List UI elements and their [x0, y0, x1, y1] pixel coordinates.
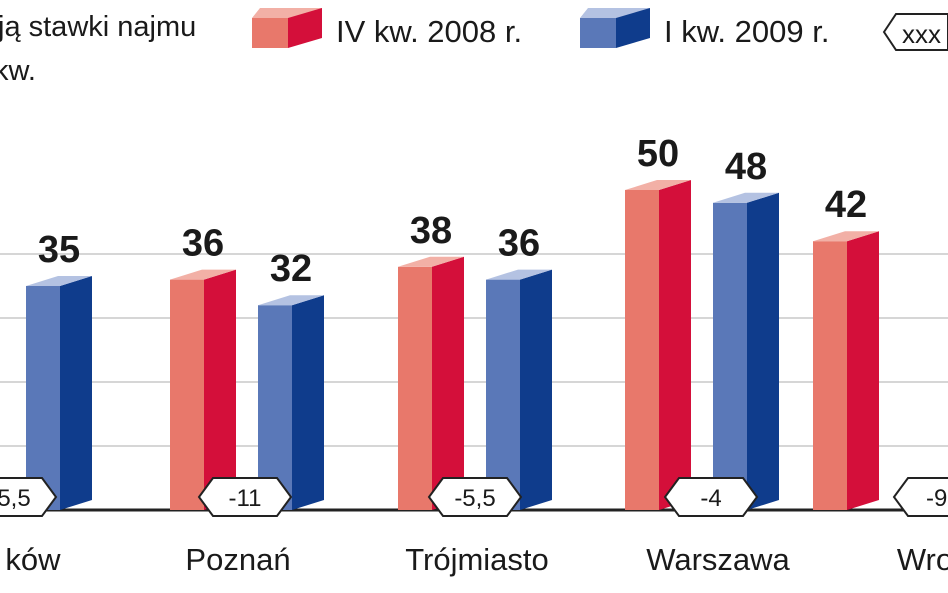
bar-s1-4: [625, 180, 691, 510]
legend-swatch-series-1: [252, 8, 322, 48]
bar-side: [747, 192, 779, 511]
change-badge-label: -5,5: [454, 485, 495, 512]
bar-top: [486, 269, 552, 280]
category-label-1: ków: [5, 542, 61, 577]
bar-s1-3: [398, 256, 464, 510]
value-label-s2-1: 35: [38, 229, 80, 271]
bar-side: [432, 256, 464, 510]
change-badge-shape: [892, 477, 948, 517]
bar-side: [520, 269, 552, 510]
bar-top: [398, 256, 464, 267]
bar-top: [170, 269, 236, 280]
legend-change-symbol-label: xxx: [902, 19, 941, 49]
value-label-s1-2: 36: [182, 223, 224, 265]
change-badge-label: -4: [700, 485, 721, 512]
bar-s2-2: [258, 295, 324, 510]
chart-subtitle-line1: ją stawki najmu: [0, 11, 196, 43]
bar-side: [204, 269, 236, 510]
bar-top: [813, 231, 879, 242]
bar-top: [713, 192, 779, 203]
change-badge-label: -5,5: [0, 485, 31, 512]
value-label-s2-3: 36: [498, 223, 540, 265]
legend-change-symbol: xxx: [882, 13, 948, 51]
change-badge-shape: [0, 477, 58, 517]
bar-front: [713, 202, 747, 511]
bar-front: [813, 241, 847, 510]
bar-s2-1: [26, 276, 92, 510]
bar-front: [258, 305, 292, 510]
bar-top: [26, 276, 92, 286]
bar-front: [486, 279, 520, 510]
bar-top: [258, 295, 324, 306]
change-badge-label: -11: [229, 485, 262, 512]
chart-subtitle-line2: kw.: [0, 55, 36, 87]
legend-swatch-series-2: [580, 8, 650, 48]
change-badge-4: -4: [663, 477, 759, 517]
change-badge-shape: [663, 477, 759, 517]
bar-side: [659, 180, 691, 510]
value-label-s2-4: 48: [725, 146, 767, 188]
category-label-3: Trójmiasto: [405, 542, 549, 577]
value-label-s1-5: 42: [825, 184, 867, 226]
value-labels: 36 38 50 42 35 32 36 48: [38, 133, 867, 290]
legend-label-series-1: IV kw. 2008 r.: [336, 14, 522, 49]
change-badge-shape: [427, 477, 523, 517]
value-label-s1-4: 50: [637, 133, 679, 175]
change-badge-shape: [197, 477, 293, 517]
change-badge-label: -9,: [926, 485, 948, 512]
change-badge-5: -9,: [892, 477, 948, 517]
bar-s2-4: [713, 192, 779, 511]
bar-side: [847, 231, 879, 510]
bar-front: [26, 286, 60, 510]
bar-top: [625, 180, 691, 190]
bar-s1-5: [813, 231, 879, 510]
category-labels: ków Poznań Trójmiasto Warszawa Wro: [5, 542, 948, 577]
bar-s1-2: [170, 269, 236, 510]
bar-front: [398, 266, 432, 510]
change-badge-3: -5,5: [427, 477, 523, 517]
bar-side: [60, 276, 92, 510]
value-label-s2-2: 32: [270, 248, 312, 290]
category-label-4: Warszawa: [646, 542, 790, 577]
change-badges: -5,5 -11 -5,5 -4 -9,: [0, 477, 948, 517]
grid-lines: [0, 253, 948, 447]
bar-s2-3: [486, 269, 552, 510]
change-badge-2: -11: [197, 477, 293, 517]
category-label-2: Poznań: [185, 542, 290, 577]
legend: IV kw. 2008 r. I kw. 2009 r. xxx: [252, 8, 948, 51]
bars: [26, 180, 879, 511]
change-badge-1: -5,5: [0, 477, 58, 517]
bar-front: [170, 279, 204, 510]
category-label-5: Wro: [897, 542, 948, 577]
legend-label-series-2: I kw. 2009 r.: [664, 14, 829, 49]
value-label-s1-3: 38: [410, 210, 452, 252]
bar-front: [625, 190, 659, 510]
bar-side: [292, 295, 324, 510]
